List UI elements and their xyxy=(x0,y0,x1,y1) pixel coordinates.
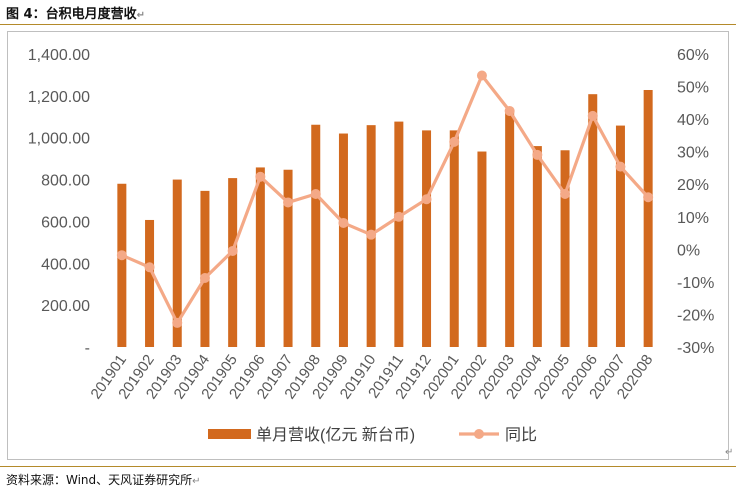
chart-canvas: - 200.00 400.00 600.00 800.00 1,000.00 1,200.0… xyxy=(28,47,715,444)
legend-swatch-yoy-marker xyxy=(474,429,484,439)
bar-revenue xyxy=(505,110,515,347)
y-right-tick-label: 0% xyxy=(677,242,700,259)
point-yoy xyxy=(587,110,598,121)
point-yoy xyxy=(366,229,377,240)
y-left-tick-label: 800.00 xyxy=(41,173,90,190)
bar-revenue xyxy=(643,89,653,348)
y-right-tick-label: 10% xyxy=(677,210,709,227)
bar-revenue xyxy=(394,121,404,347)
bar-revenue xyxy=(255,167,265,347)
point-yoy xyxy=(476,70,487,81)
point-yoy xyxy=(393,211,404,222)
point-yoy xyxy=(504,105,515,116)
point-yoy xyxy=(227,245,238,256)
source-rule xyxy=(0,466,736,467)
bar-revenue xyxy=(449,130,459,347)
source-note: 资料来源：Wind、天风证券研究所↵ xyxy=(6,471,201,488)
point-yoy xyxy=(116,250,127,261)
y-left-tick-label: - xyxy=(85,340,90,357)
bar-revenue xyxy=(615,125,625,347)
bar-revenue xyxy=(422,130,432,347)
bar-revenue xyxy=(311,124,321,347)
figure-title-text: 图 4：台积电月度营收 xyxy=(6,7,137,22)
y-right-tick-label: 20% xyxy=(677,177,709,194)
legend-label-revenue: 单月营收(亿元 新台币) xyxy=(256,426,415,444)
return-mark-icon: ↵ xyxy=(136,10,145,21)
point-yoy xyxy=(560,188,571,199)
figure-title: 图 4：台积电月度营收↵ xyxy=(6,3,145,22)
bar-revenue xyxy=(145,219,155,347)
source-return-mark-icon: ↵ xyxy=(192,476,201,487)
point-yoy xyxy=(310,188,321,199)
bar-revenue xyxy=(532,146,542,347)
source-text: 资料来源：Wind、天风证券研究所 xyxy=(6,473,193,487)
chart-frame: - 200.00 400.00 600.00 800.00 1,000.00 1,200.0… xyxy=(7,31,729,460)
point-yoy xyxy=(615,161,626,172)
point-yoy xyxy=(643,192,654,203)
y-left-tick-label: 1,200.00 xyxy=(28,89,90,106)
bar-revenue xyxy=(228,178,238,347)
y-right-tick-label: -30% xyxy=(677,340,714,357)
point-yoy xyxy=(532,149,543,160)
point-yoy xyxy=(199,272,210,283)
point-yoy xyxy=(338,217,349,228)
point-yoy xyxy=(283,197,294,208)
y-left-tick-label: 200.00 xyxy=(41,298,90,315)
bar-revenue xyxy=(560,150,570,347)
point-yoy xyxy=(144,262,155,273)
point-yoy xyxy=(421,194,432,205)
y-right-tick-label: 60% xyxy=(677,47,709,64)
bar-revenue xyxy=(588,94,598,347)
bar-revenue xyxy=(283,169,293,347)
line-yoy xyxy=(121,73,650,325)
bar-revenue xyxy=(338,133,348,347)
bar-revenue xyxy=(117,183,127,347)
y-left-tick-label: 1,400.00 xyxy=(28,47,90,64)
bar-revenue xyxy=(172,179,182,347)
bar-revenue xyxy=(477,151,487,347)
y-right-tick-label: 30% xyxy=(677,145,709,162)
legend-label-yoy: 同比 xyxy=(505,426,537,444)
y-right-tick-label: 50% xyxy=(677,80,709,97)
y-right-tick-label: -10% xyxy=(677,275,714,292)
point-yoy xyxy=(172,317,183,328)
point-yoy xyxy=(449,136,460,147)
y-left-tick-label: 600.00 xyxy=(41,214,90,231)
side-return-mark-icon: ↵ xyxy=(725,447,734,458)
legend-swatch-revenue xyxy=(208,429,251,439)
y-right-tick-label: -20% xyxy=(677,307,714,324)
title-rule xyxy=(0,24,736,25)
point-yoy xyxy=(255,171,266,182)
bar-revenue xyxy=(200,190,210,347)
y-left-tick-label: 1,000.00 xyxy=(28,131,90,148)
y-right-tick-label: 40% xyxy=(677,112,709,129)
y-left-tick-label: 400.00 xyxy=(41,256,90,273)
